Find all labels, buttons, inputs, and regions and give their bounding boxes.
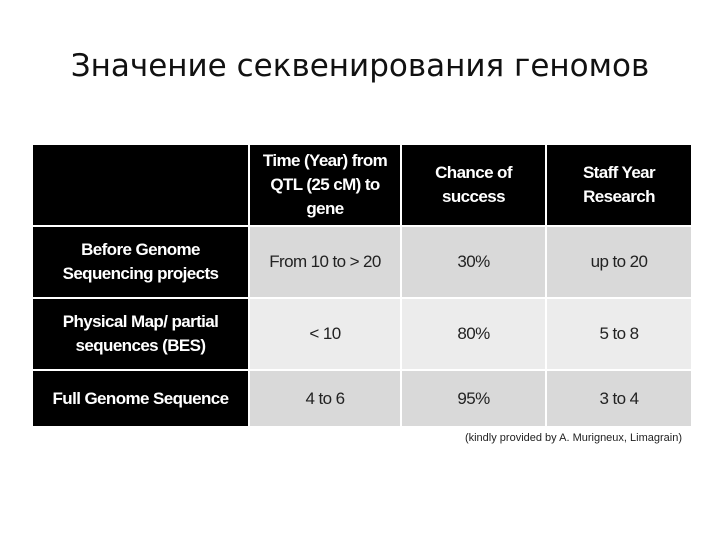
credit: (kindly provided by A. Murigneux, Limagr… (464, 432, 682, 444)
table: Time (Year) from QTL (25 cM) to gene Cha… (33, 145, 691, 426)
cell: 95% (402, 371, 545, 426)
header-cell: Staff Year Research (547, 145, 691, 225)
row-label: Before Genome Sequencing projects (33, 227, 248, 297)
header-corner (33, 145, 248, 225)
row-label: Full Genome Sequence (33, 371, 248, 426)
cell: 80% (402, 299, 545, 369)
cell: up to 20 (547, 227, 691, 297)
cell: 3 to 4 (547, 371, 691, 426)
cell: 5 to 8 (547, 299, 691, 369)
cell: < 10 (250, 299, 400, 369)
slide-title: Значение секвенирования геномов (70, 48, 650, 84)
cell: 30% (402, 227, 545, 297)
cell: From 10 to > 20 (250, 227, 400, 297)
header-cell: Time (Year) from QTL (25 cM) to gene (250, 145, 400, 225)
cell: 4 to 6 (250, 371, 400, 426)
row-label: Physical Map/ partial sequences (BES) (33, 299, 248, 369)
header-cell: Chance of success (402, 145, 545, 225)
